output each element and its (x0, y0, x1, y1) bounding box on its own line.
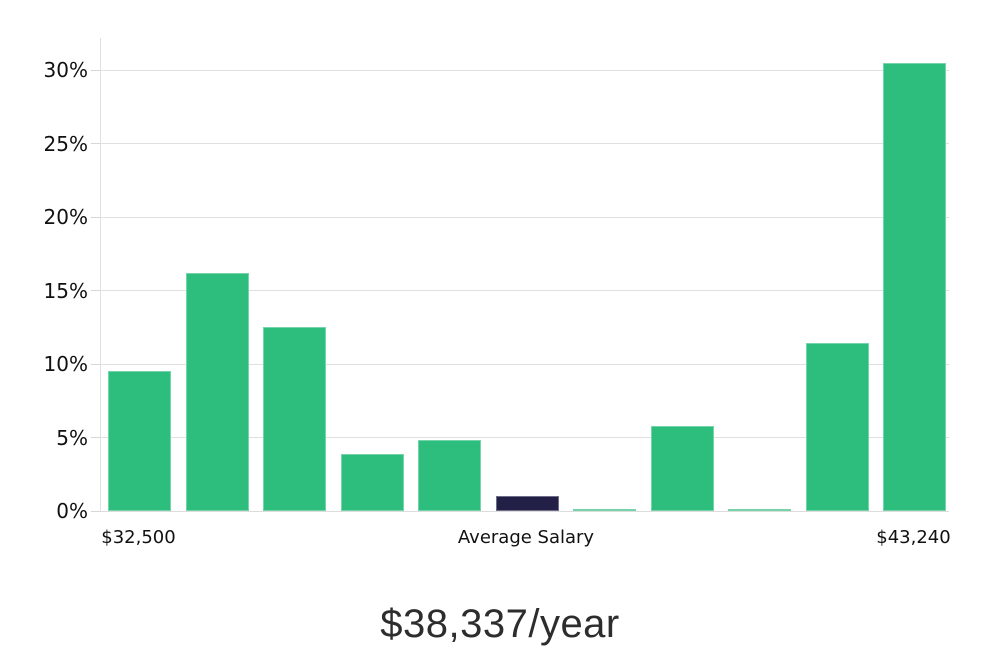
y-gridline (101, 363, 949, 365)
bar (418, 440, 481, 511)
y-axis-tick (91, 437, 100, 438)
y-axis-tick (91, 363, 100, 365)
bar (263, 327, 326, 511)
y-axis-tick (91, 290, 100, 291)
y-axis-tick (91, 216, 100, 218)
y-gridline (101, 143, 949, 144)
y-axis-tick (91, 143, 100, 144)
y-tick-label: 20% (43, 205, 88, 229)
y-tick-label: 15% (43, 278, 88, 303)
y-gridline (101, 437, 949, 438)
bar-average-salary-marker (495, 496, 559, 511)
y-tick-label: 30% (43, 58, 88, 82)
bar (340, 453, 404, 511)
bar (728, 509, 791, 511)
y-axis-tick (91, 510, 100, 512)
plot-area (100, 38, 949, 512)
y-tick-label: 0% (56, 499, 88, 523)
bar (883, 62, 946, 511)
x-axis-label: Average Salary (457, 527, 595, 548)
x-axis-label: $43,240 (876, 527, 951, 548)
bar (650, 425, 714, 511)
y-tick-label: 25% (43, 131, 88, 156)
y-gridline (101, 216, 949, 218)
bar (805, 343, 869, 511)
y-gridline (101, 69, 949, 71)
y-tick-label: 10% (43, 352, 88, 376)
bar (185, 272, 249, 511)
x-axis-label: $32,500 (101, 527, 176, 548)
chart-title: $38,337/year (380, 602, 620, 646)
y-gridline (101, 290, 949, 291)
y-tick-label: 5% (56, 425, 88, 450)
y-axis-tick (91, 69, 100, 71)
bar (573, 509, 636, 511)
bar (108, 371, 171, 511)
